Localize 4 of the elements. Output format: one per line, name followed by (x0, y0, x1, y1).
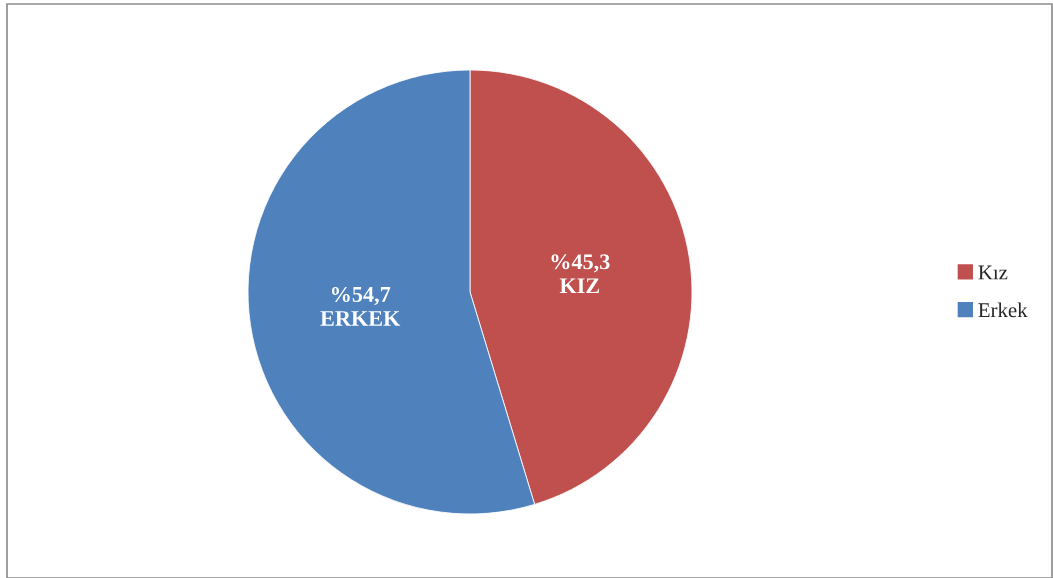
data-label: %45,3 KIZ (551, 254, 610, 294)
legend-label: Kız (978, 265, 1008, 280)
legend-label: Erkek (978, 302, 1028, 318)
data-label: %54,7 ERKEK (320, 286, 401, 326)
